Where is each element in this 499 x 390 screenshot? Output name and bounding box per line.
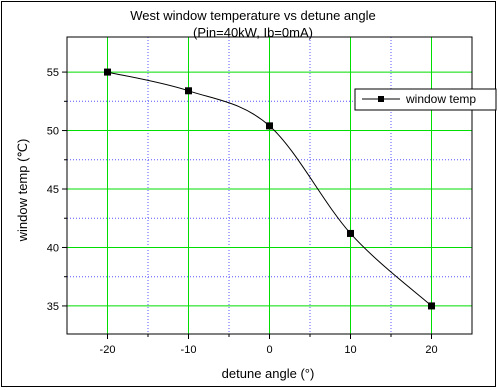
legend-marker: [378, 96, 384, 102]
x-tick-label: 0: [266, 344, 272, 356]
x-axis-label: detune angle (°): [222, 366, 315, 381]
data-point: [347, 229, 354, 237]
y-tick-label: 45: [47, 184, 59, 196]
x-tick-label: -20: [100, 344, 116, 356]
chart-subtitle: (Pin=40kW, Ib=0mA): [193, 25, 313, 40]
y-axis-label: window temp (℃): [15, 139, 30, 243]
chart-title: West window temperature vs detune angle: [130, 8, 375, 23]
y-tick-label: 50: [47, 126, 59, 138]
data-point: [185, 87, 192, 95]
series-window-temp: [104, 68, 435, 310]
x-tick-label: 20: [425, 344, 437, 356]
grid: [67, 37, 472, 334]
y-tick-label: 35: [47, 301, 59, 313]
legend-label-window-temp: window temp: [405, 92, 476, 106]
axis-ticks: -20 -10 0 10 20 35 40 45 50 55: [47, 67, 438, 356]
legend-box: [354, 88, 497, 111]
x-tick-label: 10: [344, 344, 356, 356]
data-point: [104, 68, 111, 76]
y-tick-label: 55: [47, 67, 59, 79]
y-tick-label: 40: [47, 242, 59, 254]
data-point: [428, 302, 435, 310]
x-tick-label: -10: [181, 344, 197, 356]
legend: window temp: [354, 88, 497, 111]
data-point: [266, 122, 273, 130]
